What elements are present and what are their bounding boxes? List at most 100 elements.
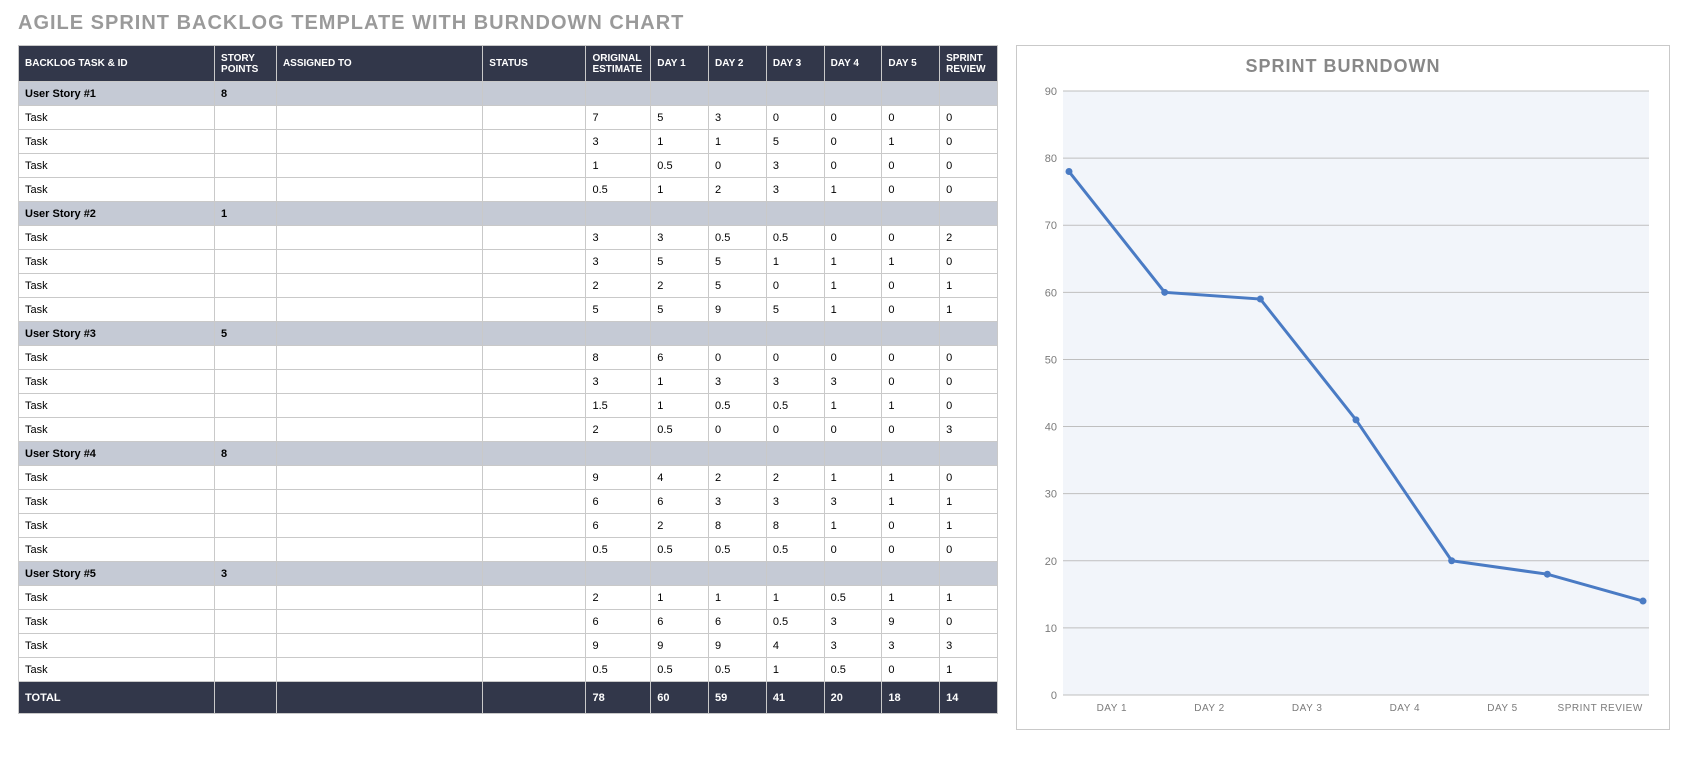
task-rev[interactable]: 1 bbox=[940, 514, 998, 538]
story-assigned[interactable] bbox=[276, 82, 482, 106]
task-rev[interactable]: 3 bbox=[940, 418, 998, 442]
task-name[interactable]: Task bbox=[19, 514, 215, 538]
task-rev[interactable]: 0 bbox=[940, 250, 998, 274]
task-est[interactable]: 6 bbox=[586, 610, 651, 634]
task-d4[interactable]: 3 bbox=[824, 634, 882, 658]
task-d3[interactable]: 8 bbox=[766, 514, 824, 538]
task-d1[interactable]: 1 bbox=[651, 130, 709, 154]
task-d1[interactable]: 4 bbox=[651, 466, 709, 490]
story-status[interactable] bbox=[483, 562, 586, 586]
task-rev[interactable]: 0 bbox=[940, 538, 998, 562]
story-d5[interactable] bbox=[882, 82, 940, 106]
task-status[interactable] bbox=[483, 394, 586, 418]
task-name[interactable]: Task bbox=[19, 490, 215, 514]
task-name[interactable]: Task bbox=[19, 538, 215, 562]
task-status[interactable] bbox=[483, 154, 586, 178]
task-name[interactable]: Task bbox=[19, 610, 215, 634]
task-d1[interactable]: 3 bbox=[651, 226, 709, 250]
task-d5[interactable]: 9 bbox=[882, 610, 940, 634]
task-d3[interactable]: 3 bbox=[766, 490, 824, 514]
story-d3[interactable] bbox=[766, 322, 824, 346]
task-d1[interactable]: 1 bbox=[651, 586, 709, 610]
story-est[interactable] bbox=[586, 82, 651, 106]
task-d1[interactable]: 5 bbox=[651, 106, 709, 130]
story-d4[interactable] bbox=[824, 442, 882, 466]
story-assigned[interactable] bbox=[276, 322, 482, 346]
task-d1[interactable]: 6 bbox=[651, 490, 709, 514]
task-est[interactable]: 0.5 bbox=[586, 658, 651, 682]
task-d3[interactable]: 1 bbox=[766, 250, 824, 274]
task-d1[interactable]: 0.5 bbox=[651, 418, 709, 442]
story-d4[interactable] bbox=[824, 562, 882, 586]
task-d3[interactable]: 0 bbox=[766, 418, 824, 442]
task-rev[interactable]: 1 bbox=[940, 274, 998, 298]
task-assigned[interactable] bbox=[276, 418, 482, 442]
story-points[interactable]: 5 bbox=[215, 322, 277, 346]
story-status[interactable] bbox=[483, 202, 586, 226]
task-est[interactable]: 2 bbox=[586, 418, 651, 442]
task-est[interactable]: 6 bbox=[586, 490, 651, 514]
task-d3[interactable]: 0.5 bbox=[766, 610, 824, 634]
story-d5[interactable] bbox=[882, 442, 940, 466]
task-d4[interactable]: 0 bbox=[824, 346, 882, 370]
task-d1[interactable]: 0.5 bbox=[651, 154, 709, 178]
task-d4[interactable]: 1 bbox=[824, 466, 882, 490]
task-d2[interactable]: 6 bbox=[709, 610, 767, 634]
task-name[interactable]: Task bbox=[19, 178, 215, 202]
task-d5[interactable]: 0 bbox=[882, 418, 940, 442]
task-rev[interactable]: 0 bbox=[940, 106, 998, 130]
task-assigned[interactable] bbox=[276, 178, 482, 202]
story-d1[interactable] bbox=[651, 442, 709, 466]
task-points[interactable] bbox=[215, 586, 277, 610]
task-est[interactable]: 0.5 bbox=[586, 178, 651, 202]
story-d5[interactable] bbox=[882, 322, 940, 346]
task-d4[interactable]: 0.5 bbox=[824, 586, 882, 610]
task-d5[interactable]: 1 bbox=[882, 490, 940, 514]
task-d3[interactable]: 4 bbox=[766, 634, 824, 658]
task-d1[interactable]: 2 bbox=[651, 274, 709, 298]
task-rev[interactable]: 0 bbox=[940, 466, 998, 490]
story-points[interactable]: 3 bbox=[215, 562, 277, 586]
story-d2[interactable] bbox=[709, 322, 767, 346]
task-est[interactable]: 9 bbox=[586, 466, 651, 490]
task-est[interactable]: 5 bbox=[586, 298, 651, 322]
task-d3[interactable]: 5 bbox=[766, 298, 824, 322]
task-name[interactable]: Task bbox=[19, 634, 215, 658]
task-status[interactable] bbox=[483, 490, 586, 514]
task-name[interactable]: Task bbox=[19, 154, 215, 178]
task-d1[interactable]: 2 bbox=[651, 514, 709, 538]
task-assigned[interactable] bbox=[276, 514, 482, 538]
story-d3[interactable] bbox=[766, 562, 824, 586]
story-d1[interactable] bbox=[651, 562, 709, 586]
task-points[interactable] bbox=[215, 418, 277, 442]
story-d3[interactable] bbox=[766, 202, 824, 226]
task-d4[interactable]: 1 bbox=[824, 514, 882, 538]
task-d2[interactable]: 5 bbox=[709, 250, 767, 274]
story-d2[interactable] bbox=[709, 82, 767, 106]
task-est[interactable]: 1.5 bbox=[586, 394, 651, 418]
task-d4[interactable]: 3 bbox=[824, 490, 882, 514]
task-d2[interactable]: 0.5 bbox=[709, 538, 767, 562]
story-est[interactable] bbox=[586, 562, 651, 586]
story-est[interactable] bbox=[586, 202, 651, 226]
task-rev[interactable]: 1 bbox=[940, 586, 998, 610]
task-d3[interactable]: 0 bbox=[766, 274, 824, 298]
task-d5[interactable]: 1 bbox=[882, 466, 940, 490]
story-assigned[interactable] bbox=[276, 562, 482, 586]
task-est[interactable]: 2 bbox=[586, 586, 651, 610]
task-status[interactable] bbox=[483, 130, 586, 154]
story-est[interactable] bbox=[586, 442, 651, 466]
story-rev[interactable] bbox=[940, 442, 998, 466]
story-est[interactable] bbox=[586, 322, 651, 346]
task-d3[interactable]: 3 bbox=[766, 178, 824, 202]
task-d5[interactable]: 1 bbox=[882, 250, 940, 274]
task-d2[interactable]: 2 bbox=[709, 178, 767, 202]
task-rev[interactable]: 0 bbox=[940, 178, 998, 202]
task-est[interactable]: 3 bbox=[586, 370, 651, 394]
task-name[interactable]: Task bbox=[19, 130, 215, 154]
task-d4[interactable]: 1 bbox=[824, 178, 882, 202]
task-d5[interactable]: 0 bbox=[882, 274, 940, 298]
task-points[interactable] bbox=[215, 346, 277, 370]
task-d5[interactable]: 1 bbox=[882, 586, 940, 610]
task-d5[interactable]: 0 bbox=[882, 178, 940, 202]
